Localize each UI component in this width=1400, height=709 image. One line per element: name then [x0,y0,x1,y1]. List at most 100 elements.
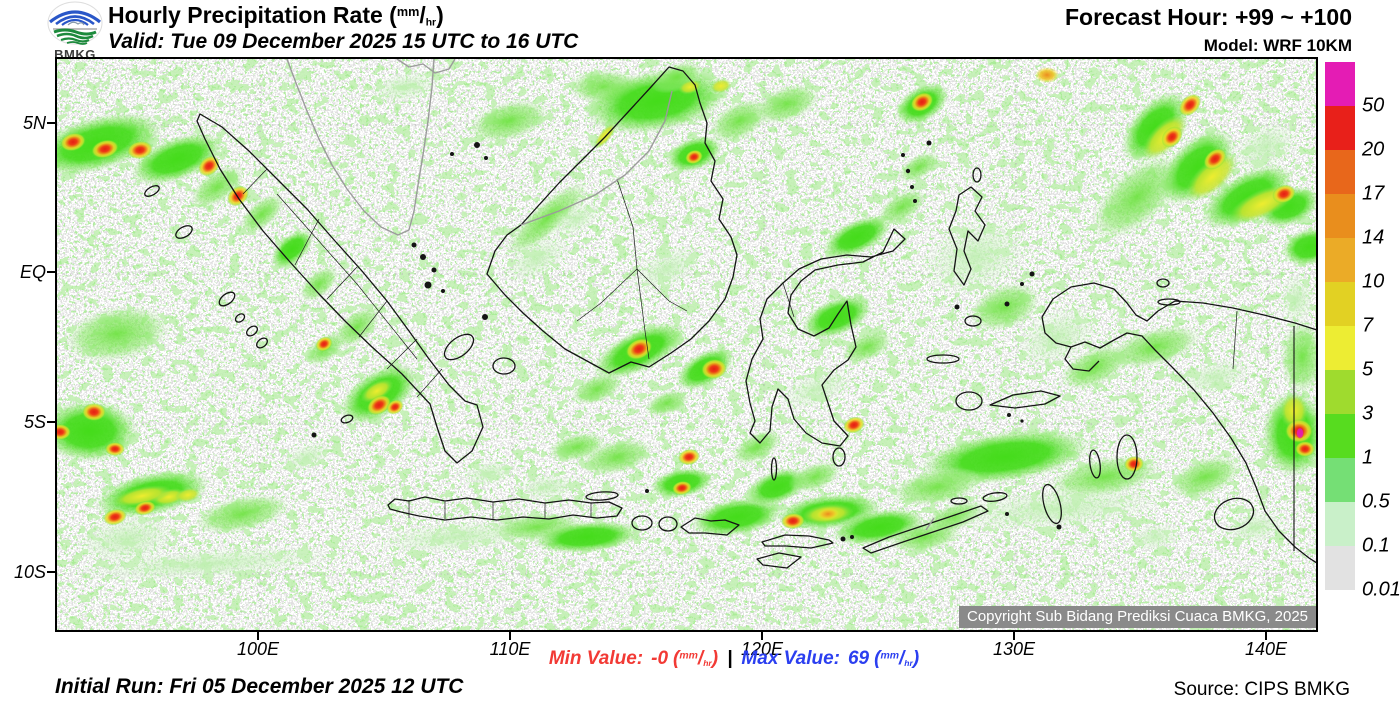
lon-tick-130e [1013,632,1015,640]
colorbar-block-3 [1325,370,1355,414]
foreign-borders [286,59,935,531]
island-aru [1116,434,1138,480]
island-seram [989,390,1061,409]
island-timor [862,505,989,554]
colorbar-label-0.1: 0.1 [1362,534,1390,557]
min-value: -0 [651,648,669,669]
colorbar-label-50: 50 [1362,94,1385,117]
papua-north-coast [1041,282,1316,331]
max-value: 69 [847,648,870,669]
unit-slash: / [697,648,704,669]
lon-tick-120e [761,632,763,640]
lat-label-10s: 10S [13,562,46,582]
island-borneo [486,66,738,374]
min-value-text: Min Value: -0 (mm/hr) [549,648,718,670]
minmax-row: Min Value: -0 (mm/hr) | Max Value: 69 (mm/hr… [0,648,1400,670]
source-label: Source: CIPS BMKG [1173,679,1350,700]
island-nias [175,225,193,239]
timor-leste-border [925,517,935,531]
initial-run: Initial Run: Fri 05 December 2025 12 UTC [55,675,464,698]
unit-open-paren: ( [874,648,881,669]
island-siberut [218,291,236,307]
island-yapen [1157,298,1181,306]
malay-peninsula [286,59,435,236]
small-islets [311,140,1062,542]
colorbar-label-14: 14 [1362,226,1385,249]
lat-label-eq: EQ [19,262,46,282]
colorbar-label-20: 20 [1362,138,1385,161]
page-title: Hourly Precipitation Rate (mm/hr) [108,2,444,29]
unit-denominator: hr [703,658,712,669]
minmax-separator: | [727,648,733,669]
papua-south-coast [1041,316,1316,564]
colorbar-block-0.01 [1325,546,1355,590]
lat-tick-10s [47,571,56,573]
island-muna-buton [832,447,846,467]
colorbar-block-0.5 [1325,458,1355,502]
max-unit: (mm/hr) [874,648,919,669]
unit-slash: / [899,648,905,669]
unit-close-paren: ) [711,648,719,669]
colorbar-block-20 [1325,106,1355,150]
lon-tick-110e [509,632,511,640]
unit-close-paren: ) [436,2,444,28]
lat-tick-eq [47,271,56,273]
max-value-text: Max Value: 69 (mm/hr) [741,648,919,670]
precipitation-hotspots [57,67,1315,530]
unit-numerator: mm [679,650,698,662]
indochina-coast [396,59,456,74]
colorbar-label-0.01: 0.01 [1362,578,1400,601]
bmkg-logo: BMKG [44,1,106,62]
precipitation-green-areas [57,60,1316,583]
colorbar-label-3: 3 [1362,402,1374,425]
island-flores [761,534,834,549]
province-borders [242,168,1238,519]
colorbar-block-50 [1325,62,1355,106]
colorbar-label-0.5: 0.5 [1362,490,1390,513]
unit-open-paren: ( [673,648,680,669]
colorbar-label-5: 5 [1362,358,1374,381]
colorbar-block-7 [1325,282,1355,326]
precipitation-map-canvas [57,59,1316,630]
island-buru [955,391,983,411]
island-tanimbar [1042,483,1062,525]
island-morotai [972,167,982,183]
unit-slash: / [419,2,426,28]
magenta-extreme-cell [1296,427,1304,439]
lat-label-5s: 5S [23,412,46,432]
lon-tick-100e [257,632,259,640]
colorbar-label-10: 10 [1362,270,1385,293]
lat-tick-5s [47,421,56,423]
island-halmahera [948,186,986,286]
unit-denominator: hr [904,658,913,669]
colorbar-block-17 [1325,150,1355,194]
colorbar-label-7: 7 [1362,314,1374,337]
lon-label-110e: 110E [489,639,531,659]
lon-label-140e: 140E [1244,639,1288,659]
lon-tick-140e [1265,632,1267,640]
bmkg-logo-icon [47,1,103,45]
unit-denominator: hr [425,17,437,29]
lon-label-100e: 100E [236,639,280,659]
island-bangka [443,333,475,361]
island-wetar [982,492,1008,502]
island-sumba [756,552,802,569]
colorbar-block-0.1 [1325,502,1355,546]
page-title-text: Hourly Precipitation Rate [108,2,383,28]
colorbar-block-1 [1325,414,1355,458]
min-value-label: Min Value: [548,648,644,669]
island-sumatra [196,113,484,464]
forecast-hour: Forecast Hour: +99 ~ +100 [1064,4,1352,30]
min-unit: (mm/hr) [673,648,718,669]
island-sumbawa [680,517,740,536]
lat-tick-5n [47,122,56,124]
island-dolak [1213,497,1255,531]
island-madura [585,491,619,501]
unit-numerator: mm [880,650,900,662]
island-biak [1156,278,1170,288]
colorbar [1325,62,1355,590]
island-selayar [770,457,778,481]
lat-label-5n: 5N [22,113,46,133]
coastlines [144,66,1316,569]
max-value-label: Max Value: [741,648,840,669]
